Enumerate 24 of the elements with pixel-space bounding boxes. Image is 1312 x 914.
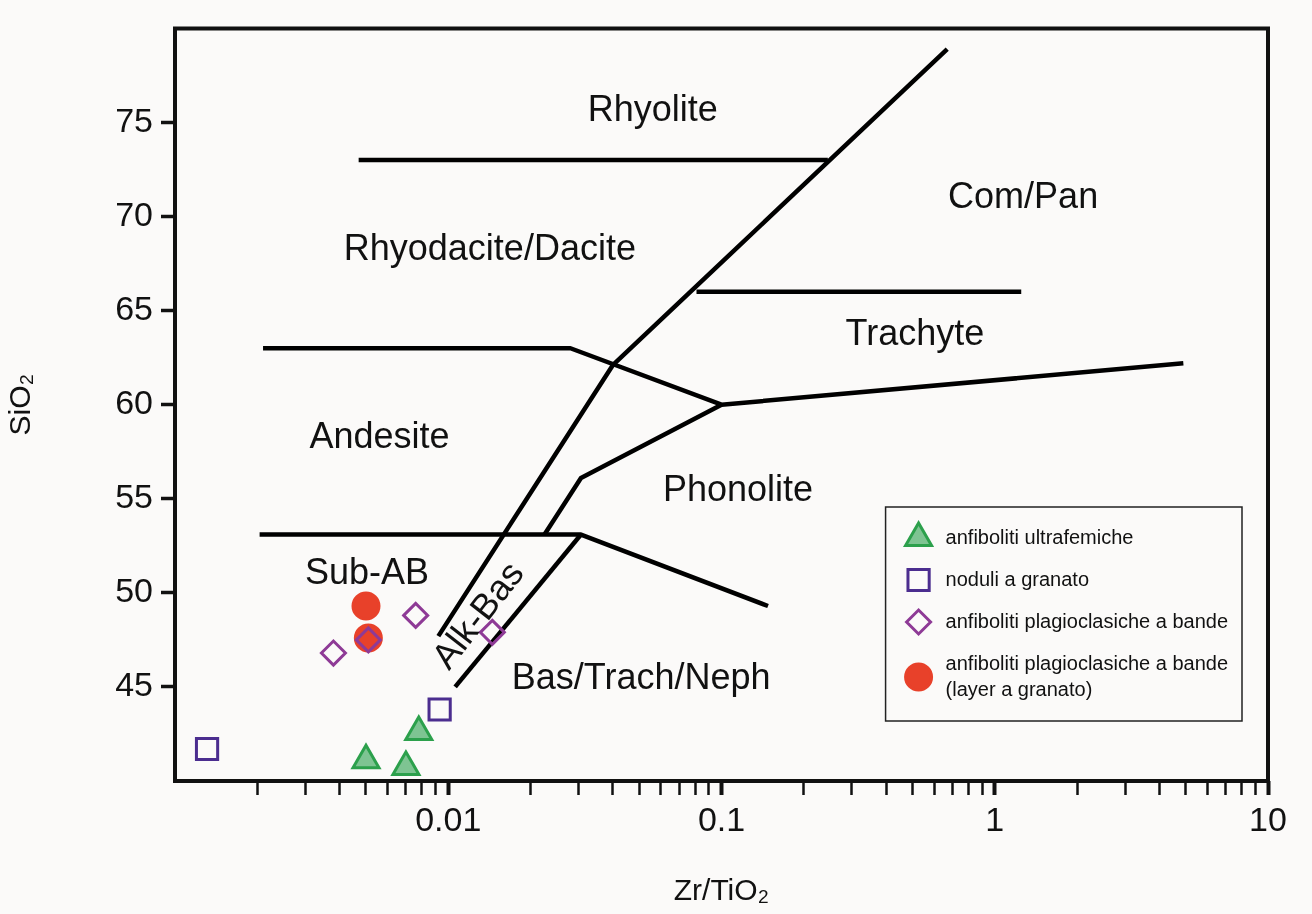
y-tick-label: 60	[115, 383, 153, 422]
legend-label: anfiboliti plagioclasiche a bande (layer a granato)	[945, 651, 1228, 700]
y-tick-label: 70	[115, 194, 153, 233]
legend-label: anfiboliti plagioclasiche a bande	[945, 609, 1228, 632]
x-axis-title: Zr/TiO₂	[673, 873, 770, 907]
y-tick-label: 50	[115, 571, 153, 610]
annotation: Com/Pan	[948, 174, 1099, 216]
y-tick-label: 55	[115, 477, 153, 516]
y-tick-label: 75	[115, 100, 153, 139]
annotation: Rhyolite	[587, 88, 718, 130]
x-tick-label: 1	[985, 799, 1005, 838]
annotation: Phonolite	[663, 468, 814, 510]
x-tick-label: 0.01	[415, 799, 482, 838]
annotation: Rhyodacite/Dacite	[343, 227, 636, 269]
y-tick-label: 65	[115, 289, 153, 327]
annotation: Sub-AB	[304, 550, 429, 592]
y-tick-label: 45	[115, 665, 153, 704]
x-tick-label: 0.1	[697, 799, 746, 838]
annotation: Andesite	[309, 415, 450, 457]
x-tick-label: 10	[1249, 799, 1287, 838]
legend-label: anfiboliti ultrafemiche	[945, 525, 1134, 548]
annotation: Trachyte	[845, 312, 985, 354]
y-axis-title: SiO₂	[3, 373, 37, 436]
legend-label: noduli a granato	[945, 567, 1090, 590]
